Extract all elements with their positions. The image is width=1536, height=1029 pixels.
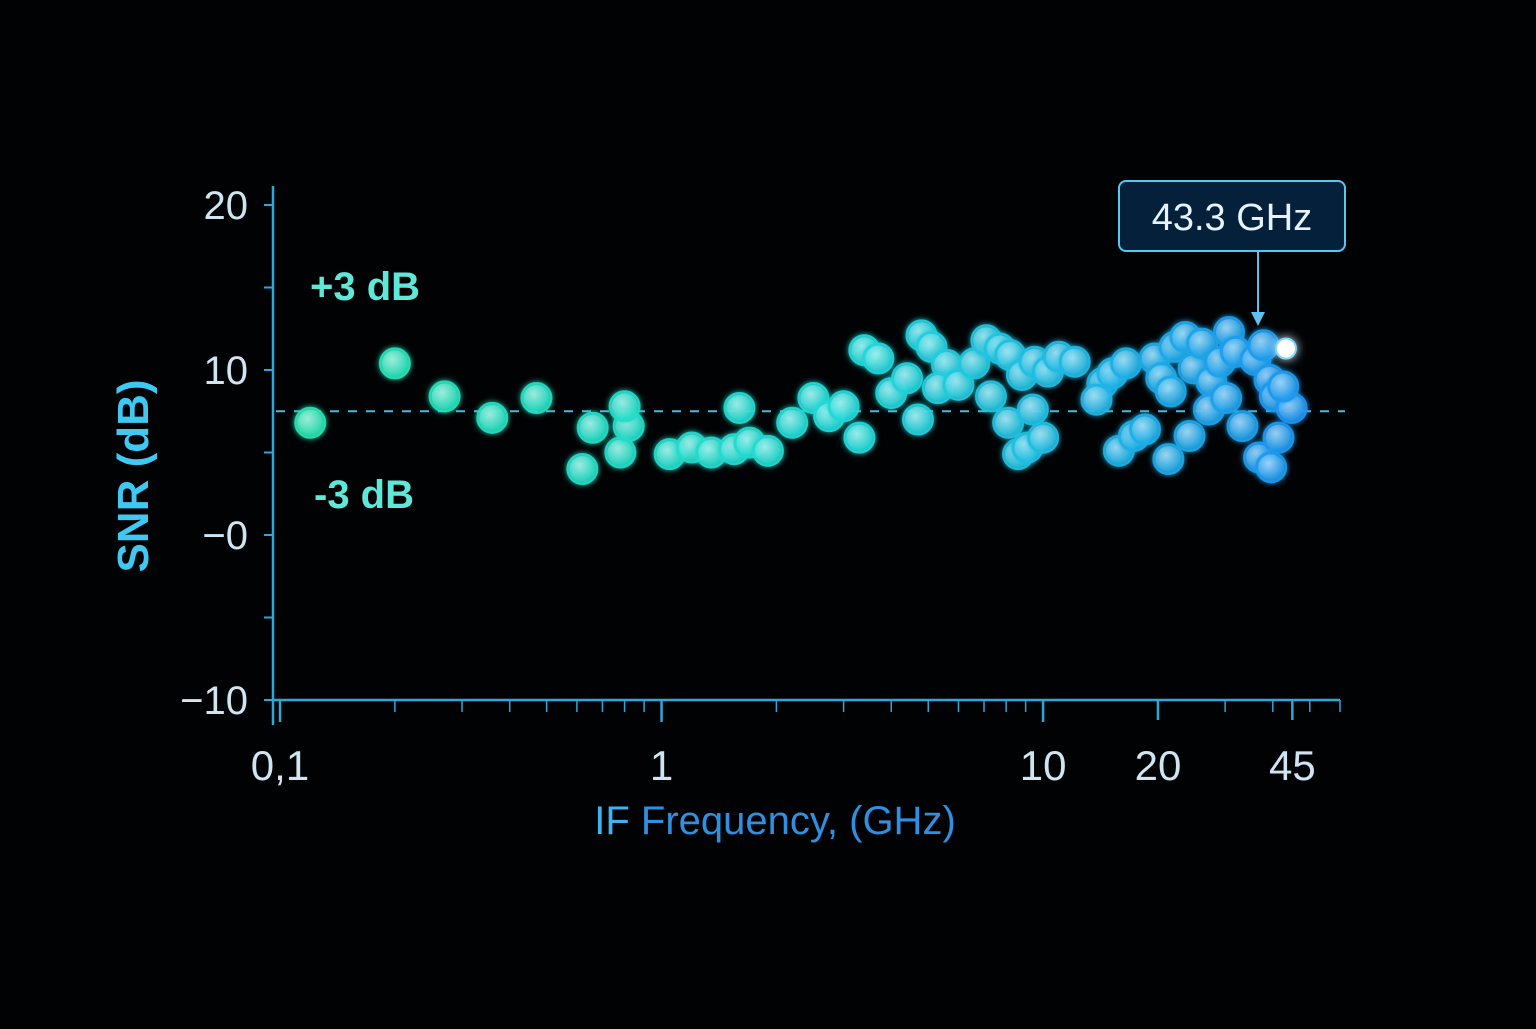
data-point-highlight [1213,385,1240,412]
data-points [294,316,1308,485]
data-point [1016,393,1049,426]
x-tick-label: 10 [1020,742,1067,789]
data-point [1173,420,1206,452]
data-point-highlight [904,406,931,433]
data-point-highlight [607,439,634,466]
axes: 20 10 −0 −100,1 1 10 20 45 [180,184,1341,789]
data-point [1210,382,1243,415]
data-point [428,380,461,413]
data-point [476,401,509,434]
data-point-highlight [381,350,408,377]
data-point-highlight [865,345,892,372]
data-point [891,362,924,395]
data-point-highlight [479,404,506,431]
x-tick-label: 45 [1269,742,1316,789]
data-point-highlight [1265,424,1292,451]
data-point [1186,327,1219,360]
data-point [1267,370,1300,403]
data-point-highlight [726,394,753,421]
data-point [1058,345,1091,378]
data-point [1255,451,1288,484]
data-point [776,406,809,439]
data-point-highlight [431,383,458,410]
y-tick-label: −0 [202,514,248,558]
data-point-highlight [779,409,806,436]
lower-band-label: -3 dB [314,473,414,517]
data-point [974,380,1007,413]
x-tick-label: 0,1 [251,742,309,789]
data-point-highlight [1113,350,1140,377]
data-point-highlight [961,350,988,377]
data-point [604,436,637,469]
data-point [1152,443,1185,476]
data-point-highlight [579,414,606,441]
data-point-highlight [1176,423,1203,449]
data-point [843,421,876,454]
data-point [1027,421,1060,454]
callout-arrowhead [1251,312,1265,326]
x-axis-label-rest: Frequency, (GHz) [630,799,956,843]
data-point [1247,329,1280,362]
data-point [1129,413,1162,446]
y-axis-label: SNR (dB) [109,379,158,572]
data-point [901,403,934,436]
data-point-highlight [754,437,781,464]
data-point-highlight [1155,446,1182,473]
data-point [827,390,860,423]
data-point [1080,383,1113,416]
data-point-highlight [1258,454,1285,481]
data-point-highlight [830,393,857,420]
data-point-highlight [523,385,550,412]
data-point [942,368,975,401]
data-point [723,391,756,424]
data-point [862,342,895,375]
data-point-highlight [846,424,873,451]
highlighted-data-point [1274,337,1297,360]
data-point [1262,421,1295,454]
data-point [566,453,599,485]
data-point-highlight [1019,396,1046,423]
frequency-callout: 43.3 GHz [1118,180,1346,326]
data-point-highlight [1189,330,1216,357]
data-point [1226,410,1259,443]
data-point-highlight [698,439,725,466]
y-tick-label: −10 [180,679,248,723]
data-point [1110,347,1143,380]
data-point-highlight [1030,424,1057,451]
data-point-highlight [1250,332,1277,359]
data-point-highlight [894,365,921,392]
data-point-highlight [611,393,638,420]
data-point-highlight [297,409,324,436]
data-point [1154,375,1187,408]
data-point-highlight [1083,386,1110,413]
data-point-highlight [1229,413,1256,440]
x-axis-label-prefix: IF [594,799,630,843]
data-point-highlight [995,409,1022,436]
data-point [576,411,609,444]
y-tick-label: 20 [204,184,249,228]
data-point-highlight [977,383,1004,410]
data-point-highlight [1157,378,1184,405]
data-point-highlight [569,456,596,482]
data-point [992,406,1025,439]
data-point [520,382,553,415]
data-point-highlight [945,371,972,398]
x-tick-label: 20 [1135,742,1182,789]
x-tick-label: 1 [650,742,673,789]
callout-label: 43.3 GHz [1152,197,1313,239]
data-point-highlight [1270,373,1297,400]
data-point-highlight [1061,348,1088,375]
data-point [751,434,784,467]
data-point [608,390,641,423]
y-tick-label: 10 [204,349,249,393]
data-point [294,406,327,439]
upper-band-label: +3 dB [310,265,420,309]
x-axis-label: IF Frequency, (GHz) [594,799,956,843]
data-point-highlight [1132,416,1159,443]
callout-box [1118,180,1346,252]
data-point [378,347,411,380]
